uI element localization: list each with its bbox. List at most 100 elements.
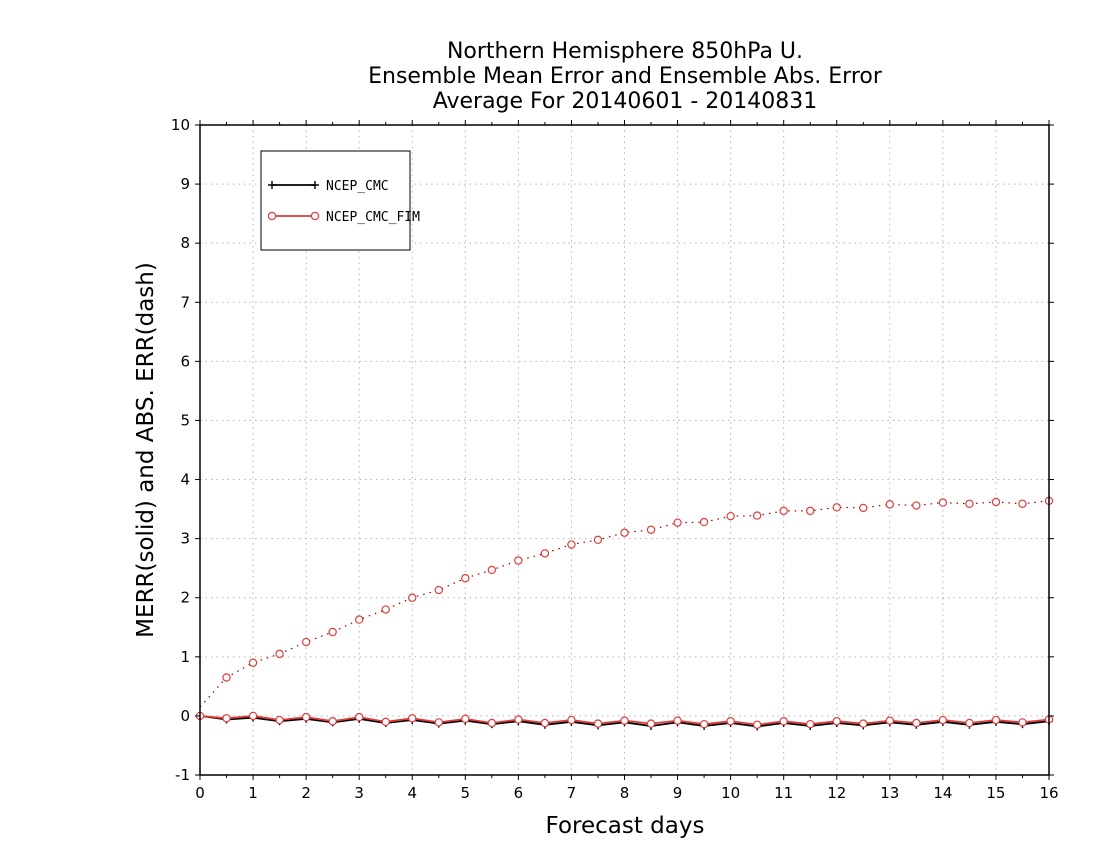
- mean-error-point-ncep-cmc-fim: [752, 720, 762, 729]
- title-line-3: Average For 20140601 - 20140831: [433, 89, 818, 114]
- x-tick-label: 3: [354, 784, 364, 802]
- abs-error-point-ncep-cmc-fim: [620, 528, 629, 537]
- abs-error-point-ncep-cmc-fim: [646, 525, 656, 534]
- abs-error-point-ncep-cmc-fim: [938, 498, 948, 507]
- x-tick-label: 12: [827, 784, 846, 802]
- mean-error-point-ncep-cmc-fim: [248, 711, 258, 721]
- mean-error-point-ncep-cmc-fim: [806, 719, 815, 729]
- abs-error-point-ncep-cmc-fim: [593, 535, 603, 545]
- y-tick-label: 2: [180, 589, 190, 607]
- mean-error-point-ncep-cmc-fim: [301, 712, 311, 722]
- abs-error-point-ncep-cmc-fim: [726, 511, 735, 521]
- abs-error-point-ncep-cmc-fim: [540, 549, 550, 558]
- mean-error-point-ncep-cmc-fim: [434, 718, 443, 727]
- y-tick-label: 0: [180, 707, 190, 725]
- mean-error-point-ncep-cmc-fim: [779, 717, 788, 726]
- x-tick-label: 5: [461, 784, 471, 802]
- x-tick-label: 16: [1039, 784, 1058, 802]
- abs-error-point-ncep-cmc-fim: [328, 627, 337, 637]
- mean-error-point-ncep-cmc-fim: [222, 714, 231, 723]
- mean-error-point-ncep-cmc-fim: [514, 715, 523, 724]
- mean-error-point-ncep-cmc-fim: [567, 715, 576, 725]
- mean-error-point-ncep-cmc-fim: [991, 715, 1001, 725]
- y-tick-label: 7: [180, 293, 190, 311]
- abs-error-point-ncep-cmc-fim: [859, 503, 868, 513]
- abs-error-point-ncep-cmc-fim: [248, 658, 258, 667]
- abs-error-point-ncep-cmc-fim: [806, 506, 815, 516]
- abs-error-point-ncep-cmc-fim: [965, 499, 974, 508]
- x-tick-label: 0: [195, 784, 205, 802]
- x-axis-label: Forecast days: [546, 813, 705, 839]
- legend-marker-ncep-cmc-fim: [267, 211, 277, 221]
- legend-label-ncep-cmc: NCEP_CMC: [326, 179, 389, 194]
- abs-error-point-ncep-cmc-fim: [408, 593, 417, 602]
- x-tick-label: 4: [407, 784, 417, 802]
- abs-error-point-ncep-cmc-fim: [381, 605, 390, 614]
- mean-error-point-ncep-cmc-fim: [832, 717, 841, 726]
- mean-error-point-ncep-cmc-fim: [912, 718, 921, 728]
- mean-error-point-ncep-cmc-fim: [408, 714, 417, 723]
- mean-error-point-ncep-cmc-fim: [620, 716, 629, 725]
- y-tick-label: 3: [180, 530, 190, 548]
- abs-error-point-ncep-cmc-fim: [487, 565, 497, 575]
- abs-error-point-ncep-cmc-fim: [673, 518, 682, 527]
- x-tick-label: 6: [514, 784, 524, 802]
- abs-error-point-ncep-cmc-fim: [514, 556, 523, 565]
- x-tick-label: 11: [774, 784, 793, 802]
- mean-error-point-ncep-cmc-fim: [885, 716, 895, 725]
- mean-error-point-ncep-cmc-fim: [965, 718, 974, 728]
- abs-error-point-ncep-cmc-fim: [912, 501, 921, 510]
- y-tick-label: 5: [180, 411, 190, 429]
- mean-error-point-ncep-cmc-fim: [275, 715, 284, 725]
- abs-error-point-ncep-cmc-fim: [1018, 499, 1027, 508]
- legend-item-ncep-cmc-fim: NCEP_CMC_FIM: [267, 210, 420, 225]
- title-line-2: Ensemble Mean Error and Ensemble Abs. Er…: [368, 64, 883, 89]
- title-line-1: Northern Hemisphere 850hPa U.: [447, 39, 803, 64]
- legend-marker-ncep-cmc-fim: [310, 211, 320, 221]
- chart-title: Northern Hemisphere 850hPa U. Ensemble M…: [368, 39, 883, 114]
- mean-error-point-ncep-cmc-fim: [859, 719, 868, 728]
- x-tick-label: 7: [567, 784, 577, 802]
- y-tick-label: 10: [171, 116, 190, 134]
- abs-error-point-ncep-cmc-fim: [779, 506, 788, 516]
- x-tick-label: 15: [986, 784, 1005, 802]
- x-tick-label: 14: [933, 784, 952, 802]
- abs-error-point-ncep-cmc-fim: [301, 637, 311, 647]
- abs-error-point-ncep-cmc-fim: [354, 615, 364, 624]
- mean-error-point-ncep-cmc-fim: [1018, 718, 1027, 727]
- x-tick-label: 8: [620, 784, 630, 802]
- y-tick-label: 8: [180, 234, 190, 252]
- legend: NCEP_CMC NCEP_CMC_FIM: [260, 150, 420, 251]
- legend-label-ncep-cmc-fim: NCEP_CMC_FIM: [326, 210, 420, 225]
- mean-error-point-ncep-cmc-fim: [487, 718, 497, 728]
- mean-error-point-ncep-cmc-fim: [381, 717, 390, 727]
- y-tick-label: 9: [180, 175, 190, 193]
- mean-error-point-ncep-cmc-fim: [328, 717, 337, 726]
- abs-error-point-ncep-cmc-fim: [567, 540, 576, 549]
- abs-error-point-ncep-cmc-fim: [832, 503, 841, 512]
- mean-error-point-ncep-cmc-fim: [699, 719, 709, 729]
- abs-error-point-ncep-cmc-fim: [752, 511, 762, 520]
- abs-error-point-ncep-cmc-fim: [275, 649, 284, 659]
- y-tick-label: 1: [180, 648, 190, 666]
- abs-error-point-ncep-cmc-fim: [885, 500, 895, 509]
- y-tick-label: 4: [180, 471, 190, 489]
- mean-error-point-ncep-cmc-fim: [673, 716, 682, 725]
- abs-error-point-ncep-cmc-fim: [461, 574, 470, 583]
- x-tick-label: 2: [301, 784, 311, 802]
- mean-error-point-ncep-cmc-fim: [461, 714, 470, 724]
- x-tick-label: 10: [721, 784, 740, 802]
- series-layer: [195, 496, 1054, 731]
- y-tick-label: 6: [180, 352, 190, 370]
- x-tick-label: 1: [248, 784, 258, 802]
- x-tick-label: 13: [880, 784, 899, 802]
- y-tick-label: -1: [175, 766, 190, 784]
- mean-error-point-ncep-cmc-fim: [593, 719, 603, 728]
- mean-error-point-ncep-cmc-fim: [726, 717, 735, 726]
- legend-marker-ncep-cmc: [268, 181, 319, 189]
- x-tick-label: 9: [673, 784, 683, 802]
- legend-box: [260, 150, 411, 251]
- abs-error-point-ncep-cmc-fim: [991, 497, 1001, 507]
